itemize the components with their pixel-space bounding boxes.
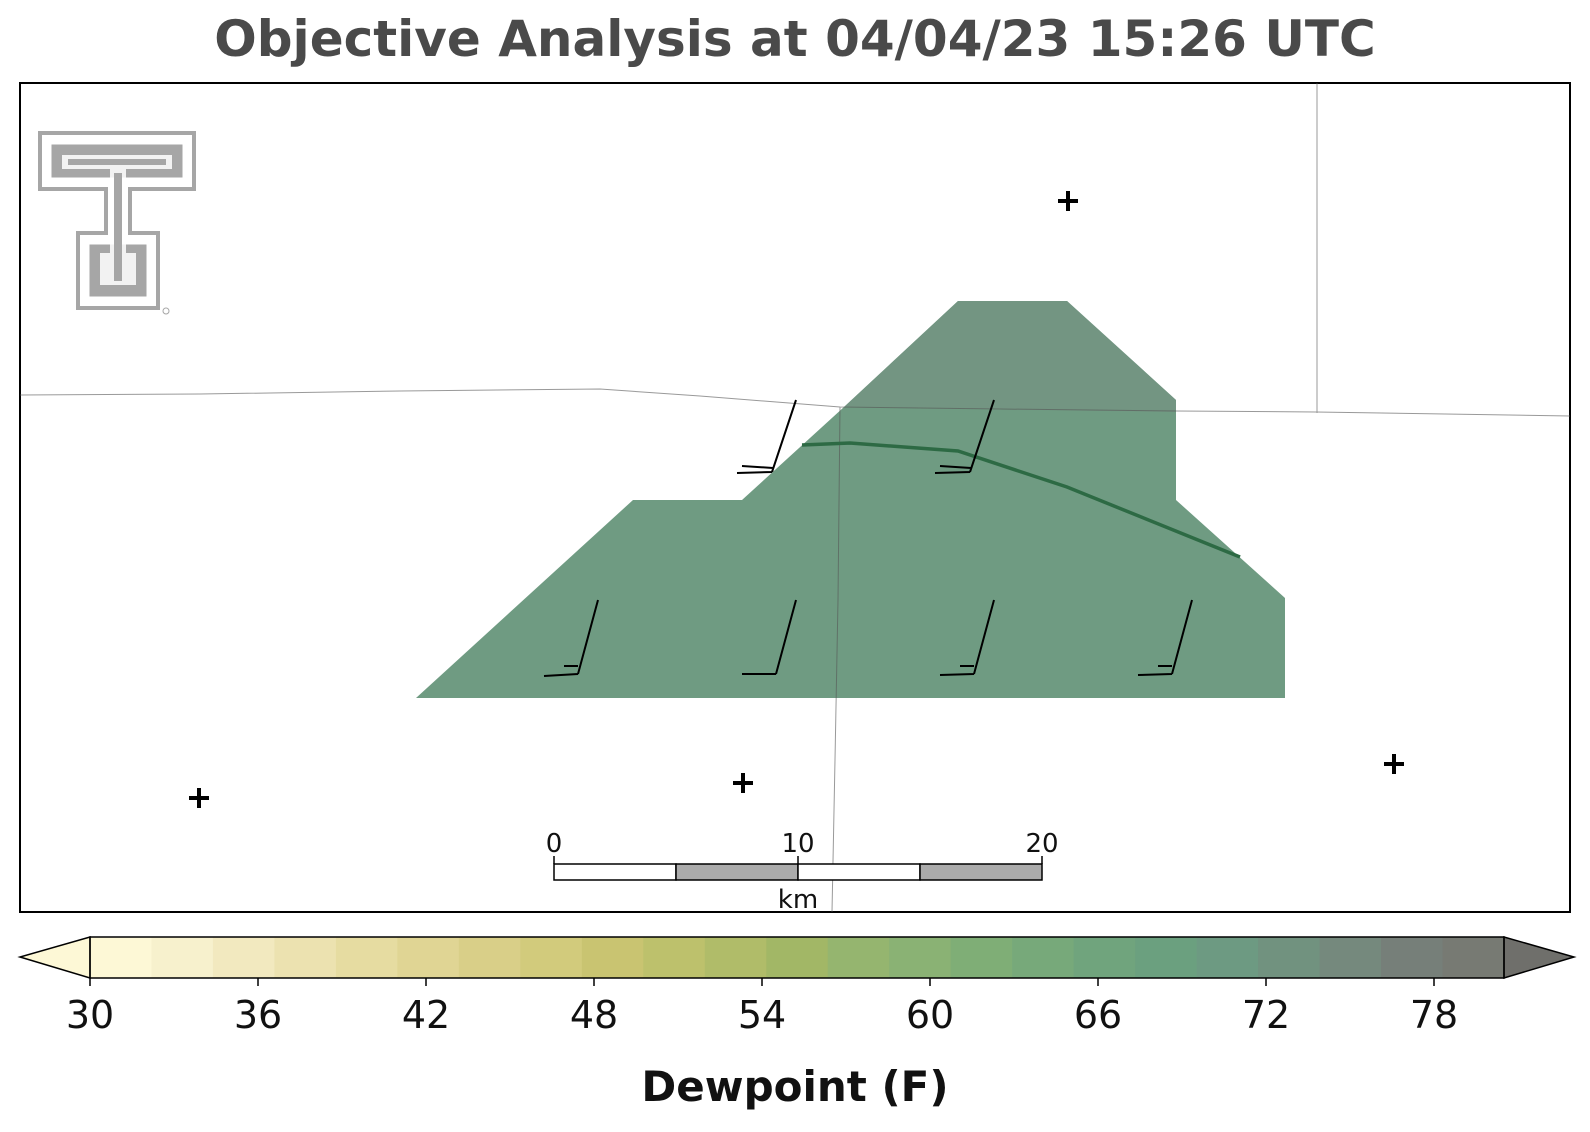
colorbar-under-arrow <box>17 936 91 980</box>
colorbar-segment <box>1258 937 1321 978</box>
station-markers <box>189 191 1404 808</box>
county-line-north <box>19 388 1571 417</box>
colorbar-segment <box>1012 937 1075 978</box>
wind-barb <box>934 399 995 474</box>
colorbar-segment <box>1135 937 1198 978</box>
colorbar-segment <box>520 937 583 978</box>
colorbar-tick-label: 72 <box>1242 993 1290 1037</box>
station-marker <box>1384 754 1404 774</box>
colorbar-segment <box>397 937 460 978</box>
colorbar-tick-label: 66 <box>1074 993 1122 1037</box>
colorbar-segment <box>90 937 153 978</box>
county-boundaries <box>19 83 1571 913</box>
wind-barb <box>742 599 797 675</box>
colorbar-segment <box>212 937 276 978</box>
colorbar-segment <box>1196 937 1259 978</box>
dewpoint-filled-area-upper <box>844 301 1176 412</box>
colorbar-segment <box>335 937 398 978</box>
scale-unit: km <box>778 885 818 915</box>
colorbar-segment <box>827 937 890 978</box>
scale-label-10: 10 <box>781 829 814 859</box>
colorbar-tick-label: 78 <box>1410 993 1458 1037</box>
map-title: Objective Analysis at 04/04/23 15:26 UTC <box>214 10 1376 68</box>
colorbar-segments <box>90 937 1505 978</box>
colorbar-segment <box>1442 937 1505 978</box>
county-line-vertical-middle <box>831 406 841 913</box>
station-marker <box>189 788 209 808</box>
colorbar-ticks: 30 36 42 48 54 60 66 72 78 <box>66 978 1458 1037</box>
colorbar-tick-label: 60 <box>906 993 954 1037</box>
colorbar-segment <box>458 937 521 978</box>
wind-barb <box>736 399 797 474</box>
colorbar-segment <box>1319 937 1382 978</box>
colorbar-segment <box>889 937 952 978</box>
wind-barb <box>1137 599 1193 676</box>
colorbar-label: Dewpoint (F) <box>641 1062 949 1111</box>
dewpoint-contour-line <box>801 441 1241 559</box>
colorbar-tick-label: 30 <box>66 993 114 1037</box>
colorbar-tick-label: 54 <box>738 993 786 1037</box>
colorbar-segment <box>581 937 644 978</box>
scale-label-20: 20 <box>1025 829 1058 859</box>
texas-tech-logo <box>38 131 196 315</box>
scale-bar: 0 10 20 km <box>546 829 1059 915</box>
wind-barb <box>939 599 995 676</box>
colorbar-segment <box>1073 937 1136 978</box>
colorbar-segment <box>1381 937 1444 978</box>
colorbar-frame <box>89 936 1505 979</box>
colorbar-tick-label: 36 <box>234 993 282 1037</box>
colorbar-segment <box>950 937 1013 978</box>
colorbar-segment <box>766 937 829 978</box>
colorbar-segment <box>274 937 337 978</box>
scale-label-0: 0 <box>546 829 563 859</box>
station-marker <box>733 773 753 793</box>
colorbar-segment <box>151 937 214 978</box>
station-marker <box>1058 191 1078 211</box>
colorbar-segment <box>643 937 706 978</box>
wind-barb <box>543 599 599 677</box>
colorbar-tick-label: 48 <box>570 993 618 1037</box>
colorbar-tick-label: 42 <box>402 993 450 1037</box>
wind-barbs <box>543 399 1193 677</box>
colorbar-segment <box>704 937 767 978</box>
colorbar-over-arrow <box>1503 936 1577 980</box>
scale-segment <box>919 863 1043 881</box>
